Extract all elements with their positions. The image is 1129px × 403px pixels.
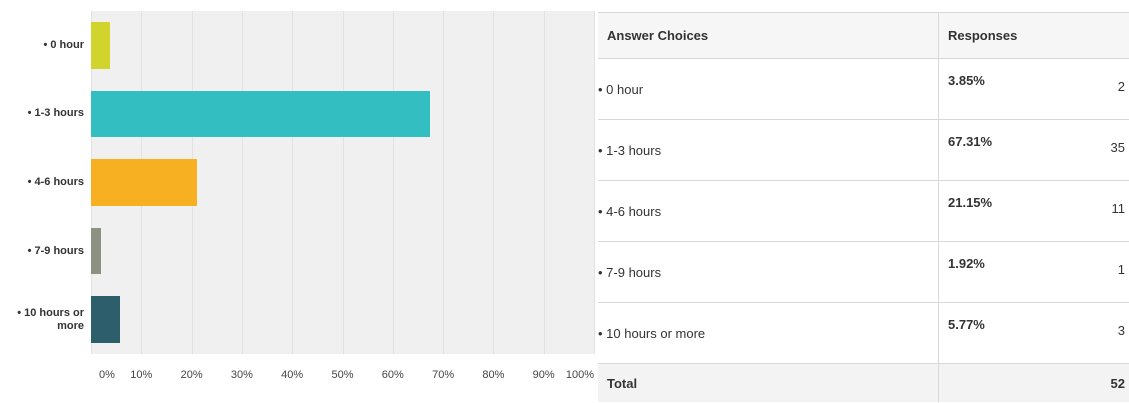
grid-line [292, 11, 294, 354]
response-cell: 21.15% 11 [938, 180, 1129, 242]
x-tick-label: 70% [432, 369, 455, 381]
category-label: • 4-6 hours [27, 175, 84, 188]
response-cell: 1.92% 1 [938, 241, 1129, 303]
header-cell: Answer Choices [598, 12, 939, 59]
x-tick-label: 30% [230, 369, 253, 381]
table-row: • 1-3 hours 67.31% 35 [598, 119, 1129, 181]
response-cell: 5.77% 3 [938, 302, 1129, 364]
bar [91, 159, 198, 206]
response-count: 35 [1110, 140, 1125, 155]
response-count: 11 [1111, 201, 1126, 216]
answer-choice: • 10 hours or more [598, 302, 939, 364]
x-tick-label: 60% [381, 369, 404, 381]
x-tick-label: 90% [532, 369, 555, 381]
answer-choice: • 4-6 hours [598, 180, 939, 242]
response-percent: 3.85% [948, 73, 985, 88]
total-count: 52 [938, 363, 1129, 402]
category-label: • 7-9 hours [27, 244, 84, 257]
response-count: 3 [1117, 323, 1125, 338]
answer-choice: • 1-3 hours [598, 119, 939, 181]
x-tick-label: 100% [565, 369, 595, 381]
response-table: Answer Choices Responses • 0 hour 3.85% 2 •… [598, 12, 1129, 402]
category-label: • 10 hours or more [17, 306, 84, 332]
response: 67.31% 35 [939, 120, 1129, 180]
response: 3.85% 2 [939, 59, 1129, 119]
bar [91, 296, 121, 343]
total-label: Total [598, 363, 939, 402]
response-percent: 67.31% [948, 134, 993, 149]
bar [91, 227, 101, 275]
x-tick-label: 0% [99, 369, 115, 381]
response-percent: 5.77% [948, 317, 985, 332]
response: 21.15% 11 [939, 181, 1129, 241]
response-percent: 21.15% [948, 195, 993, 210]
response-cell: 3.85% 2 [938, 58, 1129, 120]
table-row: • 0 hour 3.85% 2 [598, 58, 1129, 120]
grid-line [493, 11, 495, 354]
response: 1.92% 1 [939, 242, 1129, 302]
response-count: 1 [1117, 262, 1125, 277]
grid-line [443, 11, 445, 354]
table-row: • 4-6 hours 21.15% 11 [598, 180, 1129, 242]
x-tick-label: 80% [482, 369, 505, 381]
x-tick-label: 40% [281, 369, 304, 381]
header-cell: Responses [938, 12, 1129, 59]
response-percent: 1.92% [948, 256, 985, 271]
chart: 0% 10% 20% 30% 40% 50% 60% 70% 80% 90% 100% • 0 hou… [17, 11, 595, 381]
table-row: • 10 hours or more 5.77% 3 [598, 302, 1129, 364]
bar [91, 22, 111, 69]
x-tick-label: 50% [331, 369, 354, 381]
bar [91, 90, 430, 138]
grid-line [241, 11, 243, 354]
grid-line [342, 11, 344, 354]
response-cell: 67.31% 35 [938, 119, 1129, 181]
answer-choice: • 0 hour [598, 58, 939, 120]
total-row: Total 52 [598, 363, 1129, 402]
x-tick-label: 10% [130, 369, 153, 381]
table-row: • 7-9 hours 1.92% 1 [598, 241, 1129, 303]
grid-line [392, 11, 394, 354]
category-label: • 0 hour [43, 38, 84, 51]
response-count: 2 [1117, 79, 1125, 94]
x-tick-label: 20% [180, 369, 203, 381]
answer-choice: • 7-9 hours [598, 241, 939, 303]
category-label: • 1-3 hours [27, 107, 84, 120]
table-header: Answer Choices Responses [598, 12, 1129, 59]
response: 5.77% 3 [939, 303, 1129, 363]
grid-line [543, 11, 545, 354]
grid-line [594, 11, 595, 354]
